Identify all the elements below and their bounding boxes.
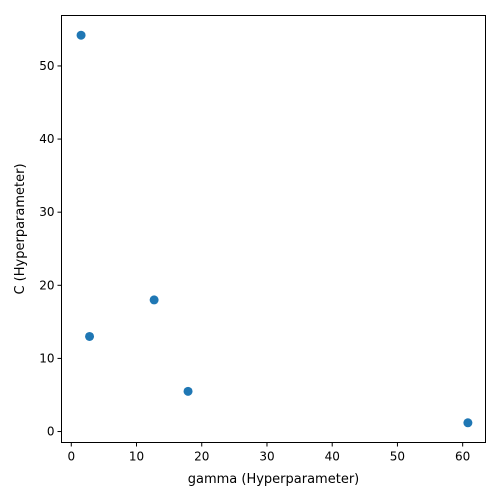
data-point [76, 30, 86, 40]
y-axis-label: C (Hyperparameter) [13, 163, 28, 294]
y-tick-label: 30 [39, 205, 54, 219]
data-point [149, 295, 159, 305]
x-tick-label: 50 [390, 450, 405, 464]
x-tick-label: 30 [259, 450, 274, 464]
y-tick-label: 0 [47, 425, 55, 439]
plot-frame [61, 15, 486, 443]
x-tick-label: 0 [67, 450, 75, 464]
x-axis-label: gamma (Hyperparameter) [188, 472, 359, 487]
x-tick-label: 40 [325, 450, 340, 464]
data-points [76, 30, 473, 428]
x-tick-label: 60 [455, 450, 470, 464]
x-axis-ticks: 0 10 20 30 40 50 60 [67, 442, 470, 464]
y-tick-label: 50 [39, 59, 54, 73]
y-tick-label: 20 [39, 278, 54, 292]
y-tick-label: 10 [39, 351, 54, 365]
data-point [85, 331, 95, 341]
y-tick-label: 40 [39, 132, 54, 146]
data-point [183, 386, 193, 396]
data-point [463, 418, 473, 428]
x-tick-label: 10 [129, 450, 144, 464]
y-axis-ticks: 0 10 20 30 40 50 [39, 59, 62, 439]
x-tick-label: 20 [194, 450, 209, 464]
